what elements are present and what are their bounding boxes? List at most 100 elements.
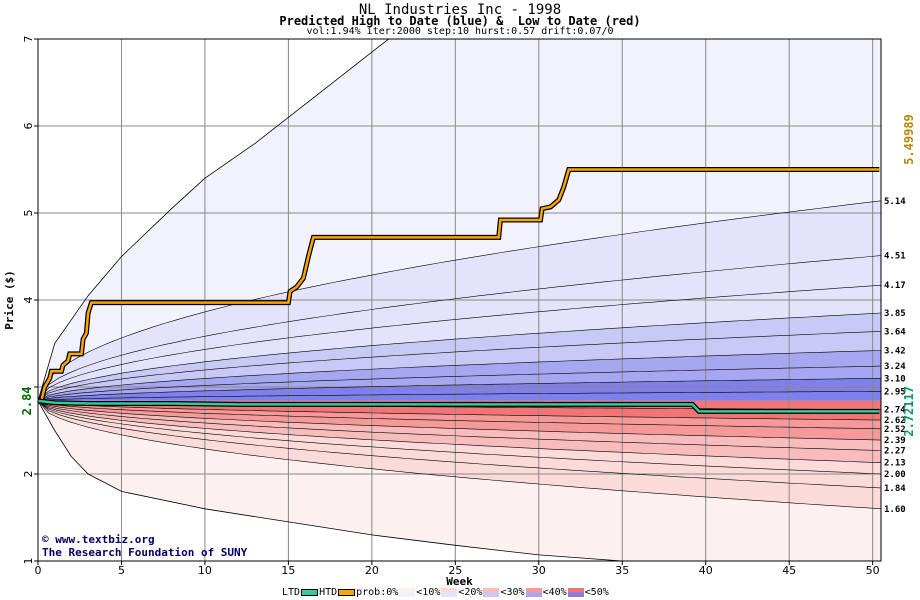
quantile-label-5.14: 5.14 (884, 197, 906, 207)
y-tick-label-5: 5 (22, 210, 35, 217)
legend-ltd-swatch (301, 589, 319, 596)
quantile-curve-3.42 (37, 350, 882, 402)
quantile-curve-1.84 (37, 400, 882, 489)
band-high-3.24 (38, 366, 881, 401)
outer-low-curve (37, 400, 623, 562)
band-low-1.84 (38, 400, 881, 488)
quantile-label-3.24: 3.24 (884, 362, 906, 372)
y-tick-label-1: 1 (22, 558, 35, 565)
quantile-label-2.62: 2.62 (884, 416, 906, 426)
legend-swatch-20 (441, 588, 458, 597)
ltd-final-label: 2.72117 (902, 386, 916, 437)
quantile-label-1.60: 1.60 (884, 505, 906, 515)
quantile-curves (37, 38, 882, 562)
legend: LTD HTD prob:0% <10% <20% <30% <40% <50% (282, 587, 609, 598)
probability-bands (38, 39, 881, 561)
y-tick-label-2: 2 (22, 471, 35, 478)
x-tick-label-20: 20 (365, 564, 379, 577)
x-axis-label: Week (446, 575, 473, 588)
quantile-label-3.42: 3.42 (884, 346, 906, 356)
quantile-label-2.95: 2.95 (884, 387, 906, 397)
quantile-label-3.10: 3.10 (884, 374, 906, 384)
band-low-1.60 (38, 400, 881, 509)
legend-item-20: <20% (458, 587, 483, 598)
x-tick-label-30: 30 (532, 564, 546, 577)
quantile-label-2.39: 2.39 (884, 436, 906, 446)
legend-item-30: <30% (500, 587, 525, 598)
band-high-4.17 (38, 285, 881, 401)
outer-high-curve (37, 38, 389, 402)
legend-item-40: <40% (542, 587, 567, 598)
quantile-label-1.84: 1.84 (884, 484, 906, 494)
quantile-label-4.17: 4.17 (884, 281, 906, 291)
band-low-2.39 (38, 400, 881, 441)
quantile-label-3.85: 3.85 (884, 309, 906, 319)
x-tick-label-45: 45 (782, 564, 796, 577)
quantile-label-2.74: 2.74 (884, 406, 906, 416)
org-credit: The Research Foundation of SUNY (42, 546, 248, 559)
quantile-curve-4.51 (37, 255, 882, 402)
band-high-5.14 (38, 200, 881, 401)
quantile-curve-5.14 (37, 200, 882, 402)
band-high-3.10 (38, 378, 881, 401)
quantile-curve-3.24 (37, 365, 882, 402)
quantile-curve-2.95 (37, 391, 881, 402)
y-tick-label-4: 4 (22, 297, 35, 304)
quantile-label-2.27: 2.27 (884, 447, 906, 457)
legend-swatch-50 (567, 588, 584, 597)
legend-swatch-10 (399, 588, 416, 597)
simulation-parameters: vol:1.94% iter:2000 step:10 hurst:0.57 d… (306, 26, 614, 37)
chart-title: NL Industries Inc - 1998 (358, 2, 562, 18)
band-high-3.64 (38, 331, 881, 401)
quantile-label-2.00: 2.00 (884, 470, 906, 480)
quantile-curve-1.60 (37, 400, 882, 510)
band-high-2.95 (38, 391, 881, 401)
legend-swatch-40 (525, 588, 542, 597)
legend-htd-label: HTD (319, 587, 338, 598)
site-credit: © www.textbiz.org (42, 533, 155, 546)
y-tick-label-7: 7 (22, 36, 35, 43)
band-low-2.52 (38, 400, 881, 429)
quantile-curve-3.85 (37, 312, 882, 402)
quantile-curve-2.00 (37, 400, 882, 475)
quantile-label-4.51: 4.51 (884, 252, 906, 262)
quantile-curve-2.62 (37, 400, 882, 421)
x-tick-label-0: 0 (35, 564, 42, 577)
x-tick-label-25: 25 (448, 564, 462, 577)
x-tick-label-15: 15 (281, 564, 295, 577)
legend-htd-swatch (338, 589, 356, 596)
site-link[interactable]: www.textbiz.org (55, 533, 155, 546)
band-high-3.42 (38, 350, 881, 401)
quantile-curve-2.13 (37, 400, 882, 463)
legend-prob-label: prob:0% (356, 587, 399, 598)
band-low-2.27 (38, 400, 881, 451)
band-low-2.00 (38, 400, 881, 474)
quantile-curve-2.52 (37, 400, 882, 430)
legend-item-10: <10% (416, 587, 441, 598)
x-tick-label-50: 50 (866, 564, 880, 577)
x-tick-label-10: 10 (198, 564, 212, 577)
start-price-label: 2.84 (20, 386, 34, 415)
quantile-label-2.52: 2.52 (884, 425, 906, 435)
legend-item-50: <50% (584, 587, 609, 598)
quantile-curve-3.64 (37, 331, 882, 402)
chart-subtitle: Predicted High to Date (blue) & Low to D… (279, 14, 641, 28)
quantile-curve-4.17 (37, 284, 882, 402)
x-tick-label-35: 35 (615, 564, 629, 577)
value-labels: 5.14 4.51 4.17 3.85 3.64 3.42 3.24 3.10 2.95 2.74… (20, 114, 916, 515)
band-high-4.51 (38, 255, 881, 401)
legend-ltd-label: LTD (282, 587, 301, 598)
x-tick-label-5: 5 (118, 564, 125, 577)
band-low-2.13 (38, 400, 881, 463)
band-high-3.85 (38, 313, 881, 401)
legend-swatch-30 (483, 588, 500, 597)
ltd-line (37, 399, 880, 413)
y-tick-label-6: 6 (22, 123, 35, 130)
quantile-label-3.64: 3.64 (884, 327, 906, 337)
quantile-curve-2.39 (37, 400, 882, 441)
x-tick-label-40: 40 (699, 564, 713, 577)
quantile-curve-3.10 (37, 378, 882, 402)
htd-final-label: 5.49989 (902, 114, 916, 165)
